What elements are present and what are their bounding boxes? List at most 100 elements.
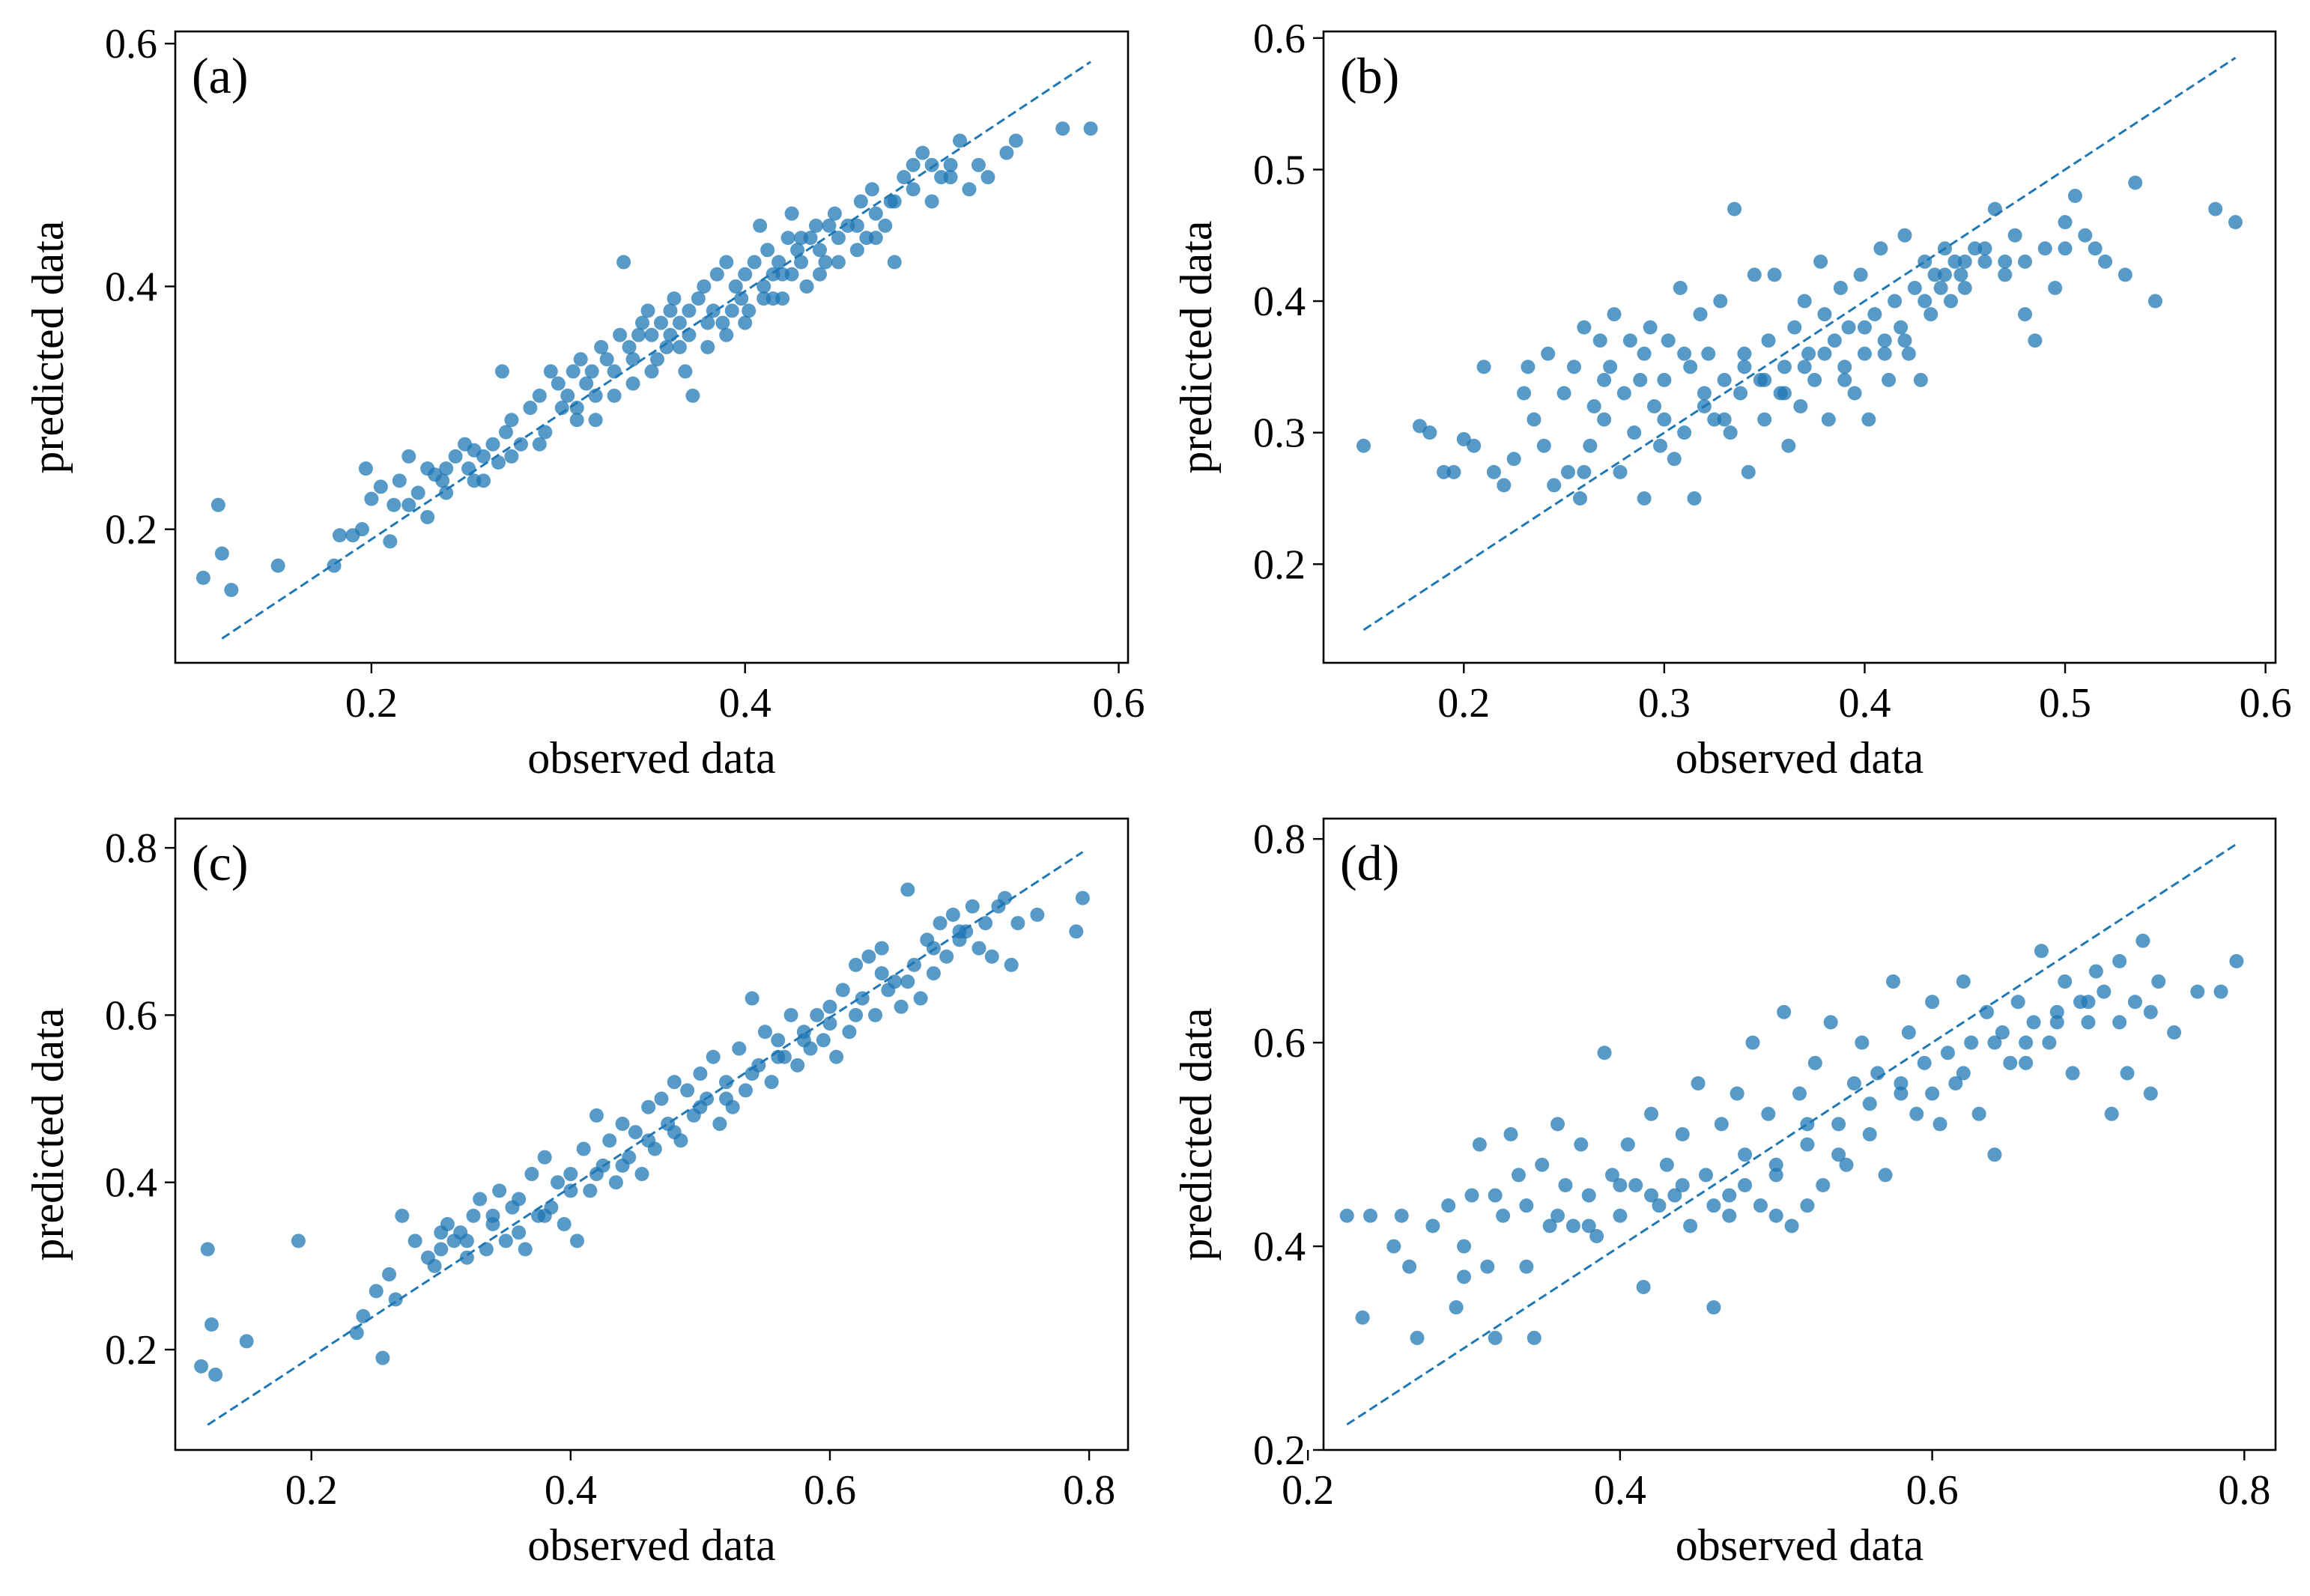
data-point (1521, 359, 1536, 374)
data-point (1757, 412, 1772, 427)
y-tick-label: 0.5 (1253, 147, 1306, 193)
data-point (1573, 491, 1588, 506)
data-point (1661, 333, 1676, 348)
data-point (476, 449, 491, 464)
x-tick-label: 0.6 (2240, 680, 2292, 726)
data-point (1476, 359, 1491, 374)
data-point (615, 1158, 630, 1173)
data-point (1083, 121, 1098, 136)
data-point (1918, 254, 1932, 269)
data-point (1620, 1137, 1635, 1152)
data-point (1627, 425, 1642, 440)
data-point (810, 1007, 825, 1022)
data-point (1604, 1168, 1619, 1183)
data-point (473, 1192, 488, 1207)
data-point (2010, 995, 2025, 1010)
data-point (685, 388, 700, 403)
data-point (1550, 1117, 1565, 1132)
data-point (631, 327, 646, 342)
data-point (868, 231, 883, 246)
data-point (1784, 1219, 1799, 1234)
data-point (1932, 1117, 1947, 1132)
data-point (583, 1183, 598, 1198)
data-point (1792, 1086, 1807, 1101)
data-point (766, 267, 780, 282)
data-point (1877, 346, 1892, 361)
data-point (1937, 267, 1952, 282)
data-point (794, 255, 809, 270)
data-point (738, 267, 753, 282)
data-point (1761, 333, 1776, 348)
x-tick-label: 0.8 (2218, 1467, 2270, 1514)
data-point (1519, 1198, 1534, 1213)
data-point (635, 315, 650, 330)
data-point (2127, 995, 2142, 1010)
data-point (1613, 464, 1628, 479)
data-point (1339, 1208, 1354, 1223)
axes-frame (174, 30, 1130, 664)
data-point (589, 1108, 604, 1123)
x-tick-label: 0.3 (1638, 680, 1691, 726)
data-point (602, 1133, 617, 1148)
data-point (1813, 254, 1828, 269)
data-point (224, 583, 239, 598)
data-point (327, 558, 342, 573)
x-axis-label: observed data (1676, 733, 1924, 783)
data-point (537, 1208, 552, 1223)
data-point (1547, 478, 1562, 493)
data-point (1355, 1310, 1370, 1325)
data-point (2128, 175, 2143, 190)
data-point (1402, 1259, 1417, 1274)
data-point (1008, 133, 1023, 148)
data-point (448, 449, 463, 464)
data-point (435, 473, 450, 488)
data-point (566, 364, 580, 379)
data-point (1827, 333, 1842, 348)
data-point (1861, 412, 1876, 427)
data-point (1701, 346, 1716, 361)
data-point (2143, 1004, 2158, 1019)
data-point (999, 145, 1014, 160)
axes-frame (1322, 817, 2277, 1451)
data-point (551, 1175, 566, 1190)
data-point (822, 1016, 837, 1031)
data-point (356, 1308, 371, 1323)
data-point (1956, 1066, 1971, 1081)
data-point (724, 303, 739, 318)
data-point (1556, 386, 1571, 401)
y-tick-label: 0.2 (105, 1327, 157, 1374)
data-point (734, 291, 749, 306)
data-point (1995, 1025, 2010, 1040)
data-point (485, 1208, 500, 1223)
data-point (1953, 267, 1968, 282)
data-point (1768, 1157, 1783, 1172)
data-point (1616, 386, 1631, 401)
y-tick-label: 0.6 (1253, 1020, 1306, 1066)
data-point (354, 522, 369, 537)
data-point (200, 1242, 215, 1257)
x-tick-label: 0.4 (1594, 1467, 1646, 1514)
data-point (654, 1091, 669, 1106)
data-point (588, 388, 603, 403)
data-point (1683, 1219, 1698, 1234)
data-point (2112, 953, 2127, 968)
data-point (1777, 359, 1792, 374)
data-point (1894, 320, 1909, 335)
data-point (1767, 267, 1782, 282)
data-point (543, 364, 558, 379)
data-point (878, 218, 893, 233)
data-point (1971, 1106, 1986, 1121)
data-point (640, 303, 655, 318)
data-point (926, 941, 941, 956)
x-axis-label: observed data (527, 733, 776, 783)
data-point (1857, 320, 1872, 335)
x-axis-label: observed data (1676, 1520, 1924, 1570)
data-point (573, 352, 588, 367)
data-point (563, 1183, 578, 1198)
data-point (1457, 1269, 1472, 1284)
data-point (1821, 412, 1836, 427)
data-point (494, 364, 509, 379)
data-point (1987, 1147, 2002, 1162)
data-point (1527, 412, 1541, 427)
data-point (479, 1242, 494, 1257)
